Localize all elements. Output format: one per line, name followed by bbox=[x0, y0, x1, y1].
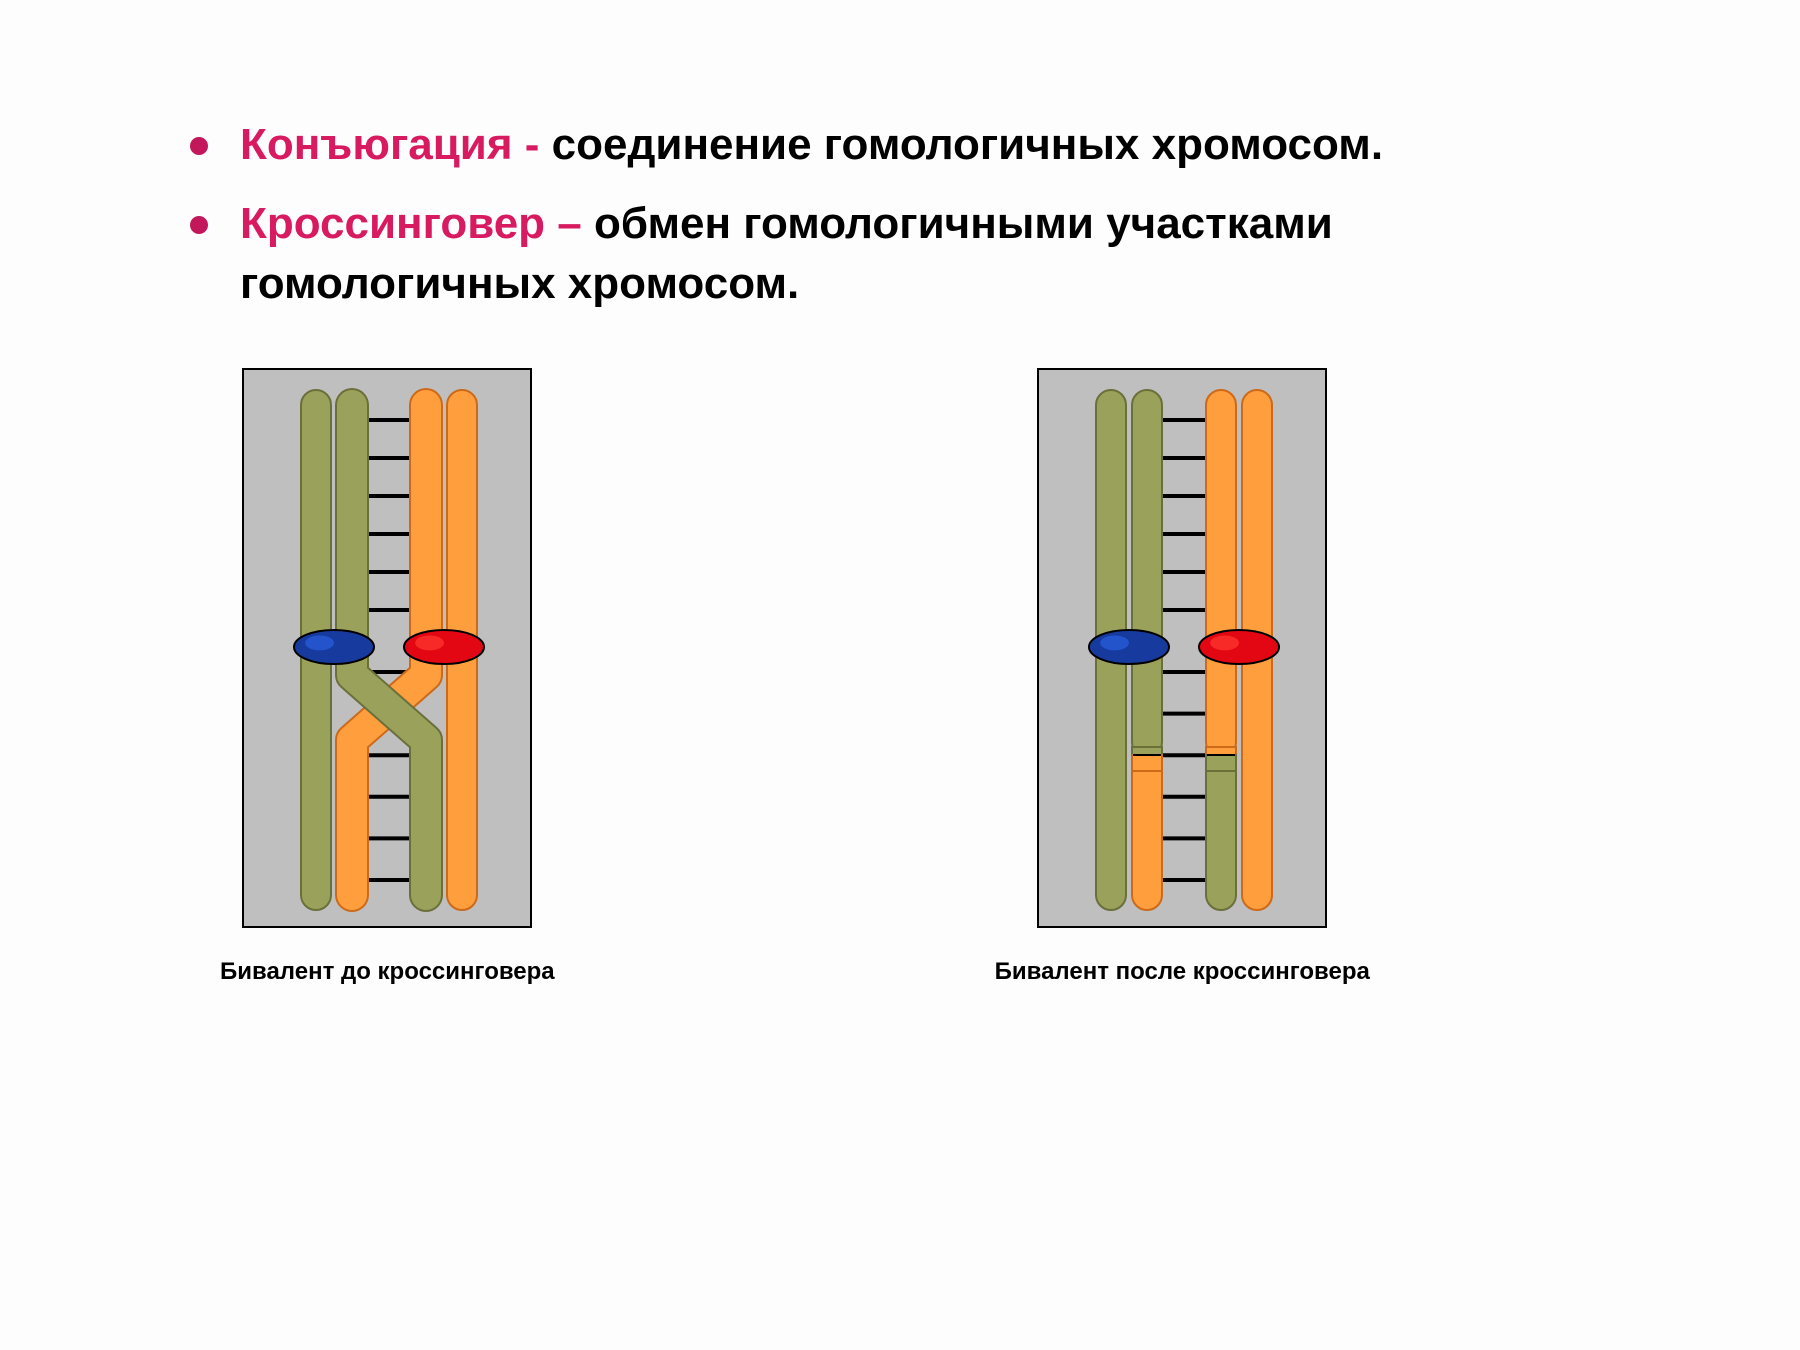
panel-box-after bbox=[1037, 368, 1327, 928]
def-conjugation: соединение гомологичных хромосом. bbox=[552, 120, 1383, 169]
term-crossover: Кроссинговер – bbox=[240, 199, 594, 248]
caption-before: Бивалент до кроссинговера bbox=[220, 958, 555, 986]
bivalent-before-svg bbox=[244, 370, 534, 930]
definition-list: Конъюгация - соединение гомологичных хро… bbox=[180, 115, 1620, 313]
term-conjugation: Конъюгация - bbox=[240, 120, 552, 169]
panel-box-before bbox=[242, 368, 532, 928]
bivalent-after-svg bbox=[1039, 370, 1329, 930]
caption-after: Бивалент после кроссинговера bbox=[995, 958, 1370, 986]
panel-after: Бивалент после кроссинговера bbox=[995, 368, 1370, 986]
bullet-conjugation: Конъюгация - соединение гомологичных хро… bbox=[180, 115, 1620, 174]
panel-before: Бивалент до кроссинговера bbox=[220, 368, 555, 986]
diagram-row: Бивалент до кроссинговера Бивалент после… bbox=[220, 368, 1620, 986]
bullet-crossover: Кроссинговер – обмен гомологичными участ… bbox=[180, 194, 1620, 313]
